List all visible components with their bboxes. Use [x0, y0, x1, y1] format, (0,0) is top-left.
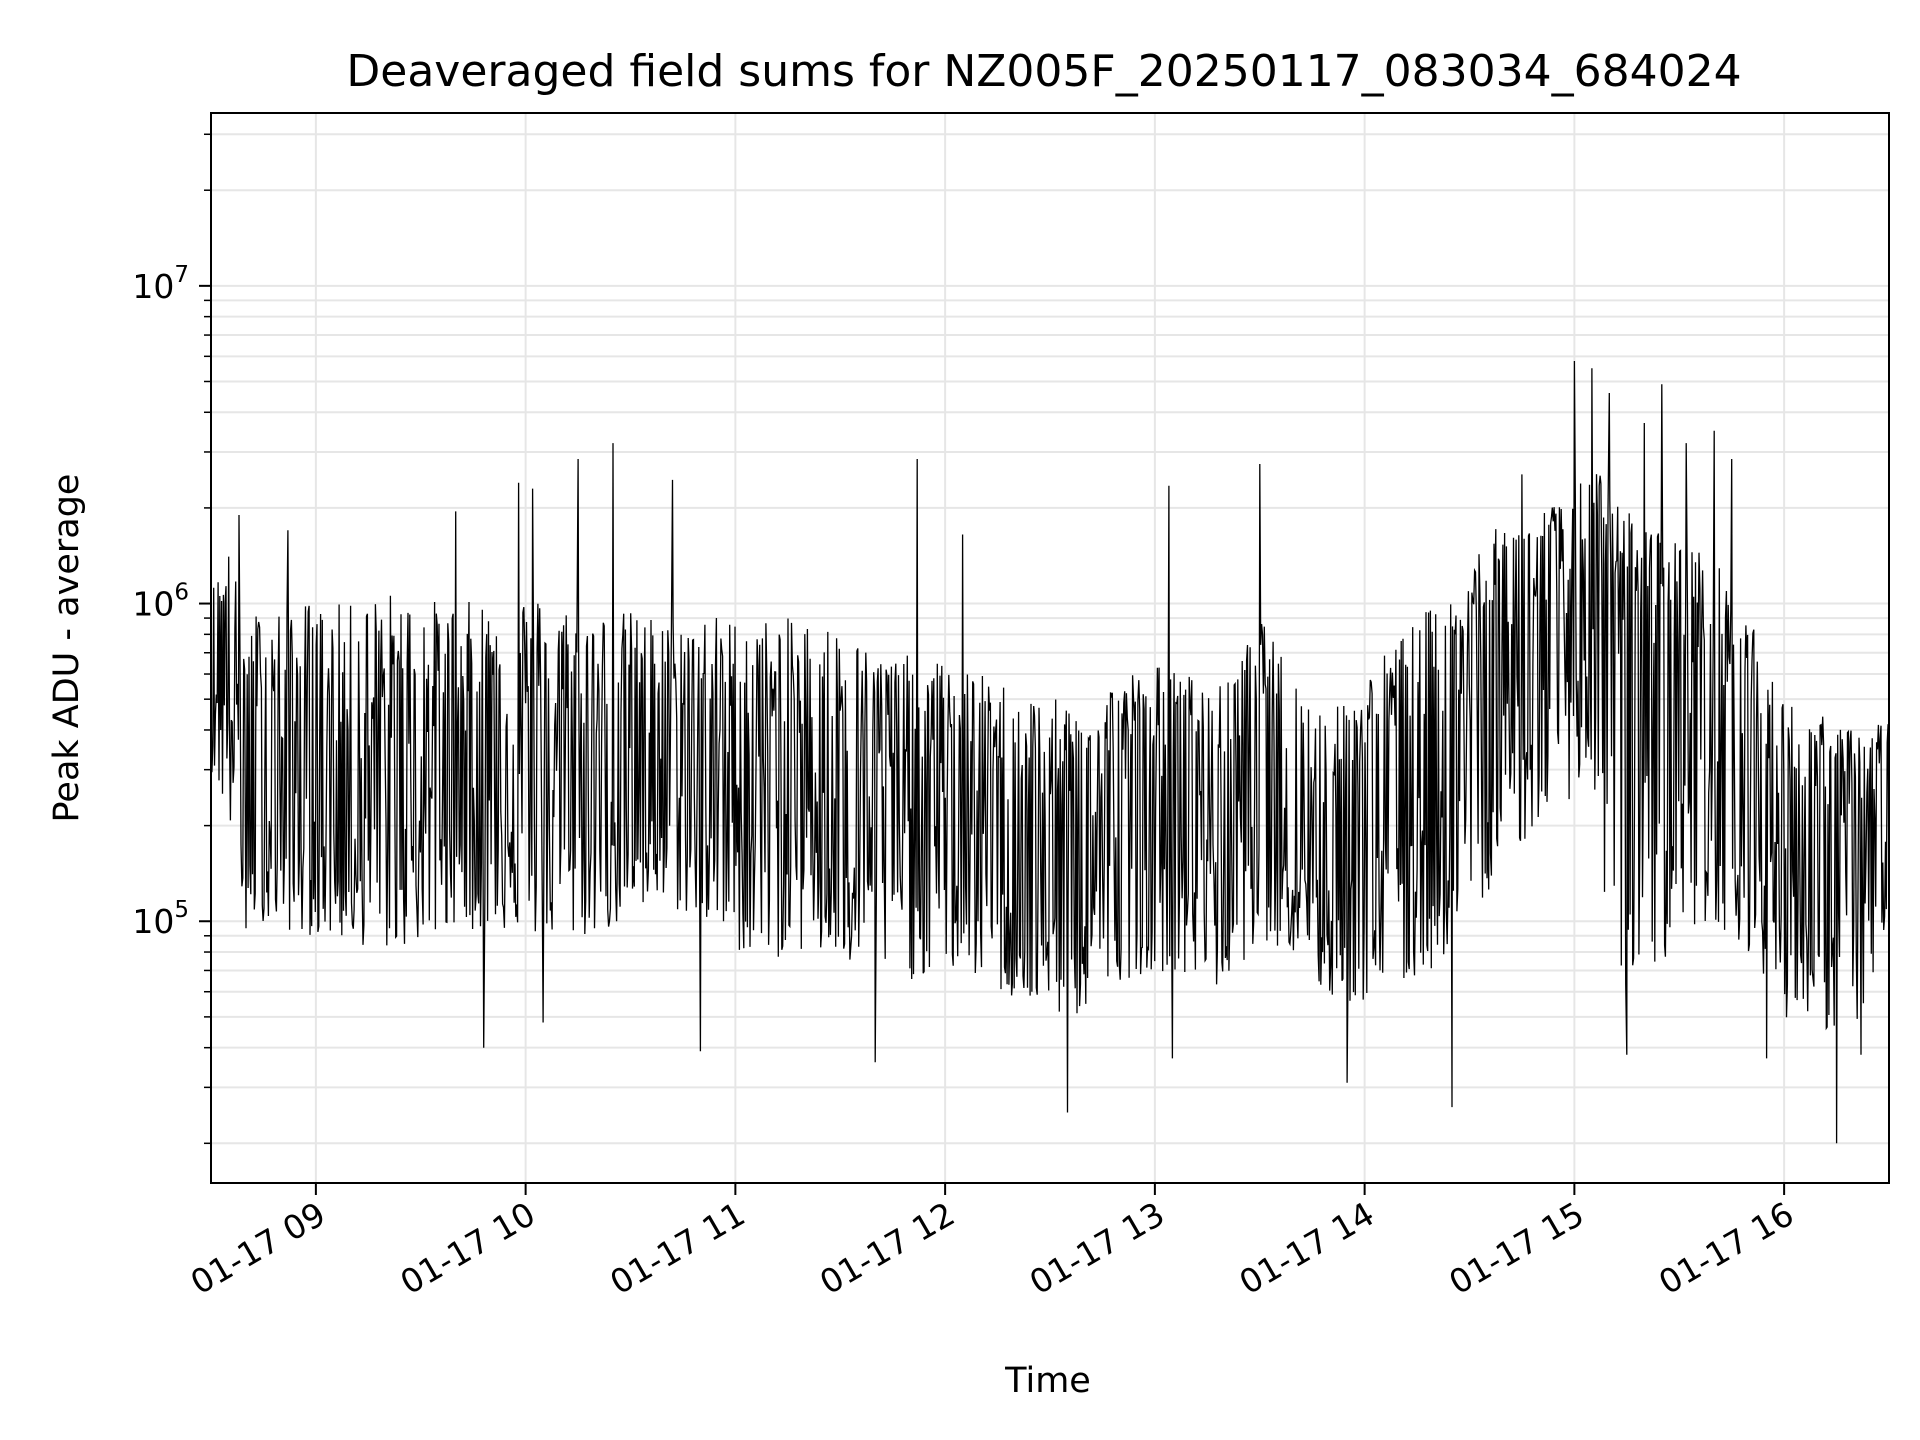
plot-background [211, 113, 1889, 1183]
series-layer [210, 360, 1890, 1144]
plot-area [210, 112, 1890, 1184]
x-axis-label: Time [1004, 1361, 1091, 1401]
plot-frame [210, 112, 1890, 1184]
y-axis-ticks: 105 106 107 [132, 133, 211, 1145]
y-tick-label: 106 [132, 580, 189, 624]
series-line [210, 360, 1890, 1144]
y-axis-label: Peak ADU - average [47, 474, 87, 823]
chart-title: Deaveraged field sums for NZ005F_2025011… [346, 46, 1741, 97]
y-tick-label: 107 [132, 262, 189, 306]
y-tick-label: 105 [132, 897, 189, 941]
